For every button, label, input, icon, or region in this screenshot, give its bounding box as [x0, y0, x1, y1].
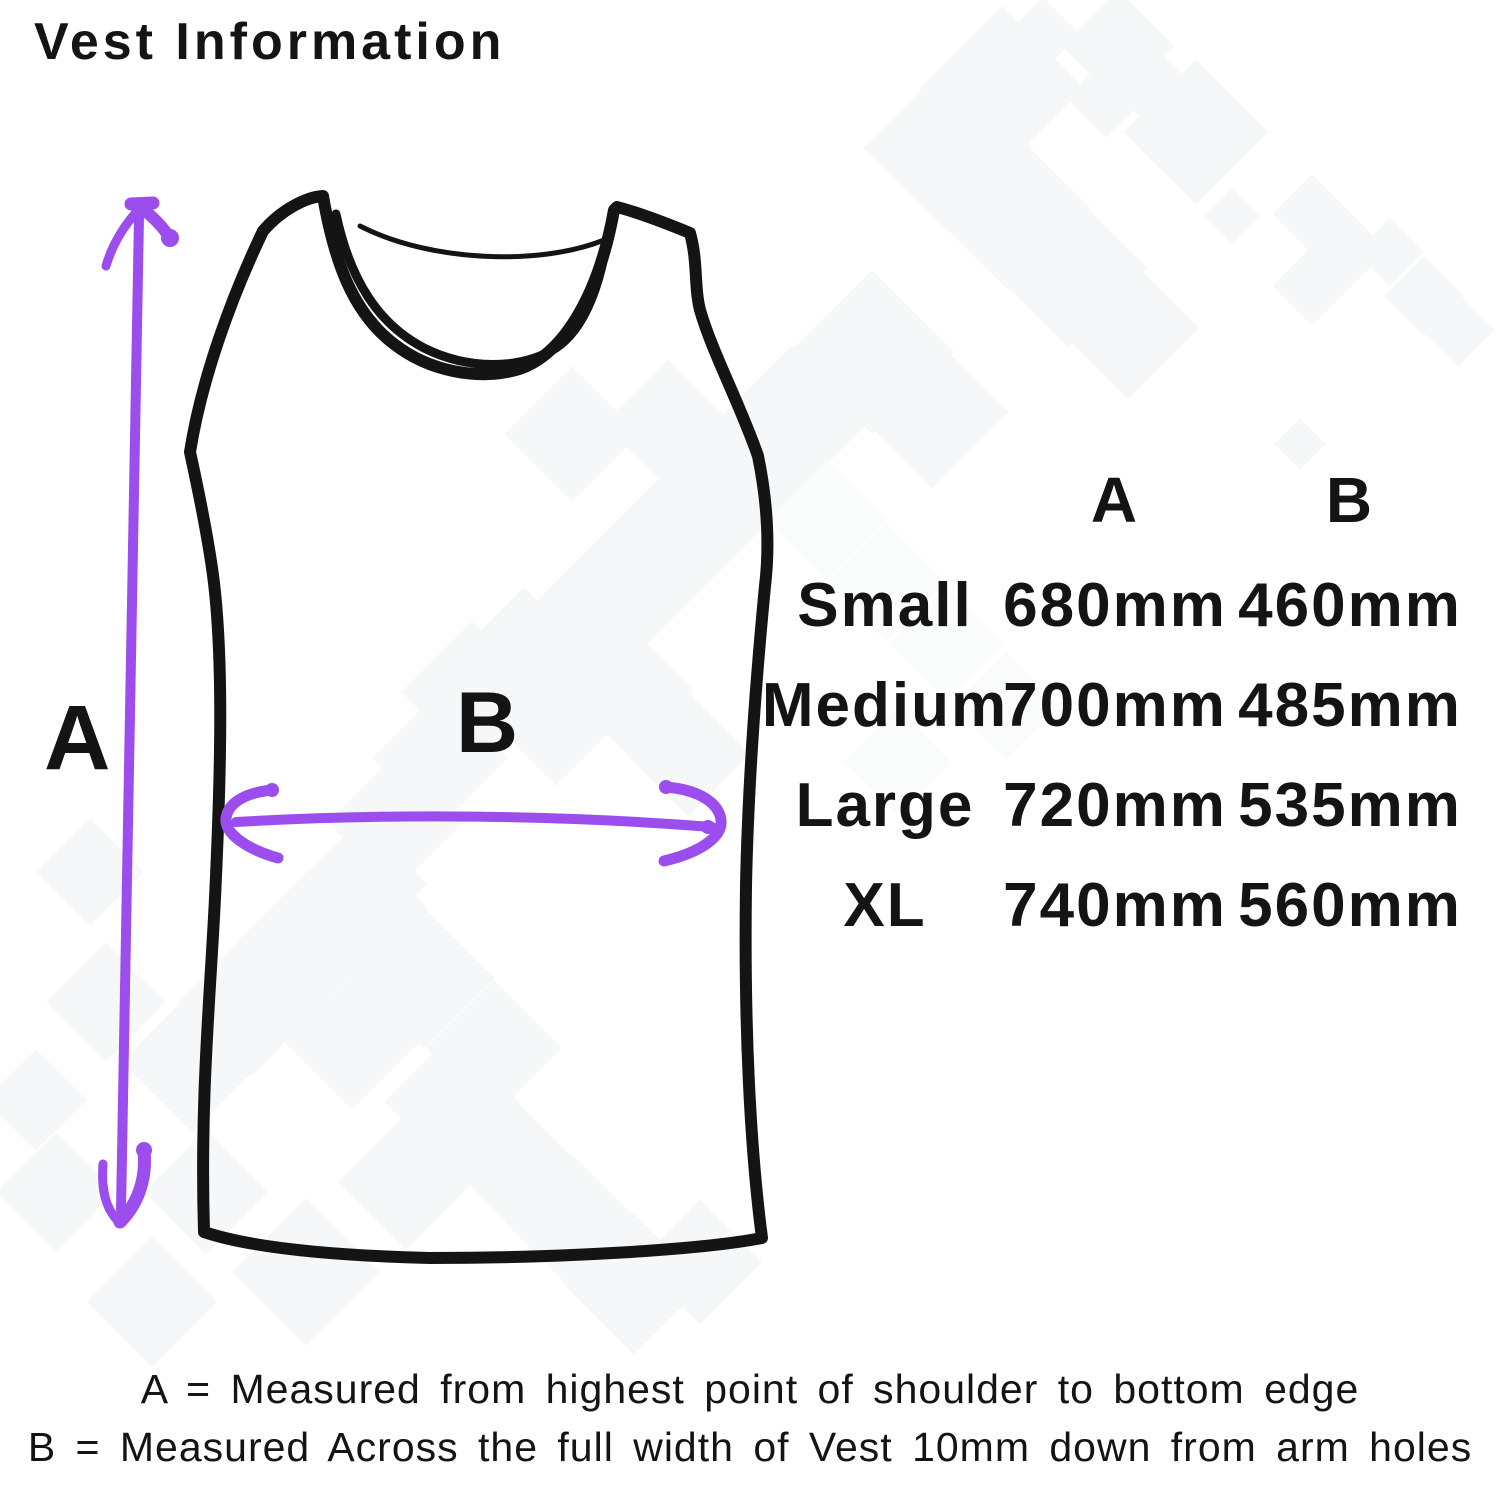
note-a: A = Measured from highest point of shoul…	[140, 1366, 1360, 1412]
size-table-header-b: B	[1325, 464, 1375, 536]
size-label-small: Small	[797, 570, 973, 640]
measurement-notes: A = Measured from highest point of shoul…	[0, 1360, 1500, 1476]
size-table-corner	[770, 445, 1000, 555]
size-small-a: 680mm	[1003, 570, 1227, 640]
page-title: Vest Information	[34, 13, 506, 71]
arrow-b-label: B	[456, 675, 519, 771]
measurement-arrow-a	[98, 196, 179, 1229]
size-small-b: 460mm	[1238, 570, 1462, 640]
size-large-a: 720mm	[1003, 770, 1227, 840]
size-table: A B Small 680mm 460mm Medium 700mm 485mm…	[761, 445, 1480, 955]
measurement-arrow-b	[220, 780, 727, 867]
arrow-a-label: A	[44, 687, 111, 789]
neck-rib-line	[331, 209, 613, 369]
size-medium-a: 700mm	[1003, 670, 1227, 740]
size-xl-a: 740mm	[1003, 870, 1227, 940]
vest-outline	[184, 190, 774, 1264]
size-label-xl: XL	[843, 870, 927, 940]
size-label-large: Large	[795, 770, 975, 840]
size-large-b: 535mm	[1238, 770, 1462, 840]
note-b: B = Measured Across the full width of Ve…	[27, 1424, 1473, 1471]
size-medium-b: 485mm	[1238, 670, 1462, 740]
size-label-medium: Medium	[761, 670, 1009, 740]
neck-detail-line	[357, 223, 607, 260]
size-xl-b: 560mm	[1238, 870, 1462, 940]
size-table-header-a: A	[1090, 464, 1140, 536]
